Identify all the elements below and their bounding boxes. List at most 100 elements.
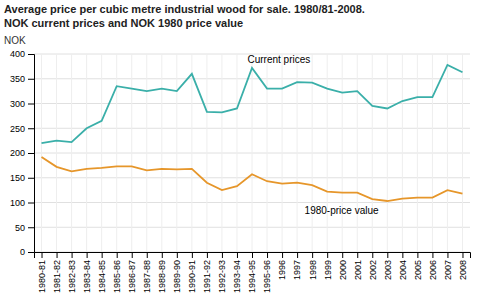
y-tick: 300	[10, 99, 34, 109]
x-tick-mark	[387, 252, 388, 258]
y-tick-label: 250	[10, 124, 25, 134]
grid-line-x	[101, 54, 102, 252]
x-tick: 1988-89	[157, 252, 167, 293]
grid-line-x	[131, 54, 132, 252]
grid	[34, 54, 470, 252]
x-tick-label: 1996	[277, 260, 287, 280]
x-tick-mark	[312, 252, 313, 258]
y-tick-label: 100	[10, 198, 25, 208]
x-tick-mark	[417, 252, 418, 258]
grid-line-x	[387, 54, 388, 252]
grid-line-x	[282, 54, 283, 252]
x-tick: 1993-94	[232, 252, 242, 293]
y-tick-mark	[28, 227, 34, 228]
grid-line-x	[176, 54, 177, 252]
x-tick-mark	[342, 252, 343, 258]
y-tick-label: 200	[10, 148, 25, 158]
x-tick-mark	[222, 252, 223, 258]
x-tick-label: 1998	[308, 260, 318, 280]
x-tick-mark	[372, 252, 373, 258]
y-tick-label: 0	[20, 247, 25, 257]
y-tick: 100	[10, 198, 34, 208]
x-tick-label: 1994-95	[247, 260, 257, 293]
x-tick-label: 2003	[383, 260, 393, 280]
lines	[42, 65, 463, 201]
series-label: Current prices	[247, 54, 310, 65]
x-tick: 2004	[398, 252, 408, 280]
x-tick-label: 1985-86	[112, 260, 122, 293]
grid-line-x	[161, 54, 162, 252]
x-tick: 2001	[353, 252, 363, 280]
x-tick-mark	[207, 252, 208, 258]
grid-line-x	[116, 54, 117, 252]
y-tick-mark	[28, 153, 34, 154]
x-tick: 1983-84	[82, 252, 92, 293]
y-tick-label: 350	[10, 74, 25, 84]
x-tick-label: 1991-92	[202, 260, 212, 293]
x-tick: 2006	[428, 252, 438, 280]
title: Average price per cubic metre industrial…	[4, 3, 365, 15]
y-tick-mark	[28, 252, 34, 253]
x-tick: 1995-96	[262, 252, 272, 293]
x-tick-mark	[87, 252, 88, 258]
x-tick-label: 1992-93	[217, 260, 227, 293]
grid-line-x	[342, 54, 343, 252]
x-tick-label: 2006	[428, 260, 438, 280]
grid-line-x	[252, 54, 253, 252]
x-tick: 2002	[368, 252, 378, 280]
x-tick-mark	[72, 252, 73, 258]
grid-line-x	[86, 54, 87, 252]
x-tick: 1990-91	[187, 252, 197, 293]
x-tick-label: 1989-90	[172, 260, 182, 293]
x-tick: 2003	[383, 252, 393, 280]
x-tick: 2007	[443, 252, 453, 280]
y-tick: 350	[10, 74, 34, 84]
series-line	[42, 65, 463, 143]
grid-line-x	[402, 54, 403, 252]
x-tick: 1999	[323, 252, 333, 280]
y-tick-label: 50	[15, 223, 25, 233]
x-tick: 1991-92	[202, 252, 212, 293]
x-tick-label: 1995-96	[262, 260, 272, 293]
x-tick-mark	[42, 252, 43, 258]
x-tick: 2008	[458, 252, 468, 280]
x-tick-label: 2002	[368, 260, 378, 280]
x-tick-label: 2004	[398, 260, 408, 280]
grid-line-x	[372, 54, 373, 252]
y-tick-mark	[28, 79, 34, 80]
x-tick-label: 2007	[443, 260, 453, 280]
x-tick-mark	[102, 252, 103, 258]
plot: 0501001502002503003504001980-811981-8219…	[10, 49, 471, 293]
chart: Average price per cubic metre industrial…	[0, 0, 480, 302]
x-tick-mark	[252, 252, 253, 258]
x-tick-label: 1984-85	[97, 260, 107, 293]
x-tick: 2000	[338, 252, 348, 280]
x-tick-mark	[402, 252, 403, 258]
x-tick: 1994-95	[247, 252, 257, 293]
x-tick-mark	[177, 252, 178, 258]
x-tick: 1984-85	[97, 252, 107, 293]
grid-line-x	[297, 54, 298, 252]
x-tick-label: 1993-94	[232, 260, 242, 293]
x-tick-mark	[462, 252, 463, 258]
x-tick-label: 2001	[353, 260, 363, 280]
grid-line-x	[462, 54, 463, 252]
series-line	[42, 157, 463, 201]
x-tick-label: 1980-81	[37, 260, 47, 293]
x-tick-label: 1988-89	[157, 260, 167, 293]
x-tick-label: 1983-84	[82, 260, 92, 293]
series-label: 1980-price value	[305, 205, 379, 216]
grid-line-x	[206, 54, 207, 252]
x-tick: 1985-86	[112, 252, 122, 293]
grid-line-x	[327, 54, 328, 252]
x-tick-label: 1981-82	[52, 260, 62, 293]
grid-line-x	[417, 54, 418, 252]
x-tick-mark	[117, 252, 118, 258]
y-tick: 200	[10, 148, 34, 158]
y-tick-label: 150	[10, 173, 25, 183]
x-tick-label: 1987-88	[142, 260, 152, 293]
y-tick-label: 300	[10, 99, 25, 109]
x-tick: 1996	[277, 252, 287, 280]
subtitle: NOK current prices and NOK 1980 price va…	[4, 17, 243, 29]
x-tick-mark	[192, 252, 193, 258]
